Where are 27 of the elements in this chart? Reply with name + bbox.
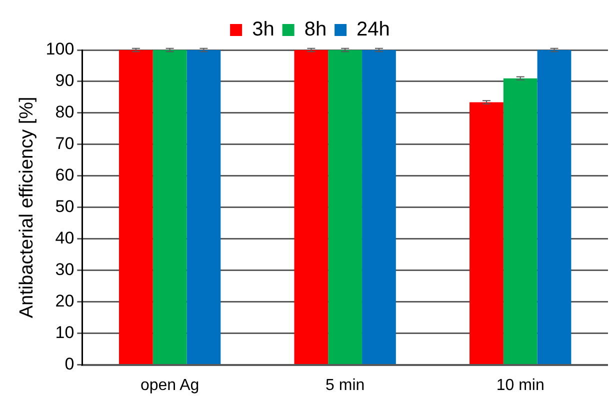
bar <box>186 50 221 364</box>
bar <box>362 50 396 364</box>
y-axis-title: Antibacterial efficiency [%] <box>16 96 38 318</box>
y-tick-label: 100 <box>46 40 74 59</box>
x-tick-label: 10 min <box>496 376 544 394</box>
bar <box>152 50 187 364</box>
y-tick-label: 50 <box>55 197 74 216</box>
x-tick-label: open Ag <box>140 376 200 394</box>
bar <box>503 78 538 364</box>
bar <box>294 50 328 364</box>
x-tick-label: 5 min <box>326 376 365 394</box>
y-tick-label: 20 <box>55 292 74 311</box>
y-tick-label: 90 <box>55 71 74 90</box>
y-tick-label: 40 <box>55 228 74 248</box>
y-tick-label: 30 <box>55 260 74 280</box>
legend-label: 8h <box>304 18 327 41</box>
y-tick-label: 0 <box>64 354 74 374</box>
y-tick-label: 10 <box>55 323 74 342</box>
bar <box>470 102 504 364</box>
legend-label: 3h <box>252 18 274 41</box>
bar <box>118 50 153 364</box>
legend-label: 24h <box>356 18 390 41</box>
y-tick-label: 70 <box>55 134 74 154</box>
bar <box>328 50 362 364</box>
bar <box>537 50 572 364</box>
y-tick-label: 80 <box>55 102 74 122</box>
y-tick-label: 60 <box>55 166 74 185</box>
